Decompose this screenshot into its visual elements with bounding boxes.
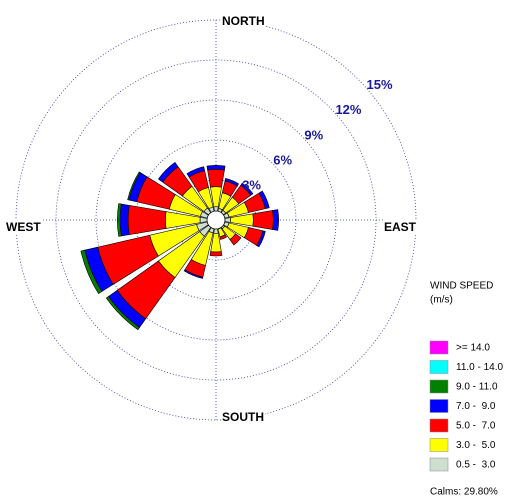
legend-label: 5.0 - 7.0 <box>456 421 496 432</box>
wind-segment <box>183 269 204 279</box>
wind-segment <box>105 296 140 331</box>
legend-swatch <box>429 379 449 394</box>
north-label: NORTH <box>222 14 265 28</box>
wind-segment <box>80 249 103 295</box>
wind-segment <box>240 182 254 196</box>
wind-segment <box>209 251 223 257</box>
wind-segment <box>206 165 226 171</box>
wind-segment <box>127 171 141 201</box>
legend: 0.5 - 3.0 3.0 - 5.0 5.0 - 7.0 7.0 - 9.0 9.0 … <box>429 340 504 472</box>
legend-swatch <box>429 418 449 433</box>
legend-swatch <box>429 340 449 355</box>
legend-label: 3.0 - 5.0 <box>456 440 496 451</box>
calm-circle <box>206 210 226 230</box>
wind-segment <box>117 203 122 237</box>
wind-segment <box>127 205 167 235</box>
label-bg <box>221 409 265 426</box>
wind-segment <box>219 234 228 240</box>
ring-label: 6% <box>273 153 292 168</box>
wind-segment <box>224 178 240 187</box>
legend-swatch <box>429 399 449 413</box>
wind-segment <box>119 203 130 237</box>
wind-segment <box>272 209 279 231</box>
wind-segment <box>207 169 225 188</box>
legend-swatch <box>429 438 449 452</box>
grid-ring <box>95 99 337 341</box>
grid-ring <box>55 59 377 381</box>
wind-segment <box>252 210 274 230</box>
label-bg <box>5 219 43 236</box>
wind-segment <box>158 162 179 183</box>
west-label: WEST <box>6 220 41 234</box>
legend-label: >= 14.0 <box>456 343 490 354</box>
legend-swatch <box>429 360 449 374</box>
legend-label: 9.0 - 11.0 <box>456 382 498 393</box>
rose: 3% 6% 9% 12% 15% <box>15 19 417 421</box>
wind-segment <box>229 233 242 246</box>
legend-swatch <box>429 457 449 472</box>
ring-label: 9% <box>304 127 323 142</box>
wind-segment <box>258 190 270 210</box>
grid-ring <box>135 139 297 301</box>
calms-label: Calms: 29.80% <box>430 487 498 498</box>
ring-label: 3% <box>242 178 261 193</box>
south-label: SOUTH <box>222 410 264 424</box>
ring-label: 15% <box>367 77 393 92</box>
label-bg <box>221 13 266 30</box>
east-label: EAST <box>384 220 417 234</box>
wind-segment <box>186 166 206 178</box>
legend-label: 7.0 - 9.0 <box>456 401 496 412</box>
legend-unit: (m/s) <box>430 295 453 306</box>
legend-label: 11.0 - 14.0 <box>456 362 504 373</box>
wind-segment <box>256 230 266 248</box>
label-bg <box>383 219 418 236</box>
legend-label: 0.5 - 3.0 <box>456 460 496 471</box>
ring-label: 12% <box>335 102 361 117</box>
legend-title: WIND SPEED <box>430 281 493 292</box>
